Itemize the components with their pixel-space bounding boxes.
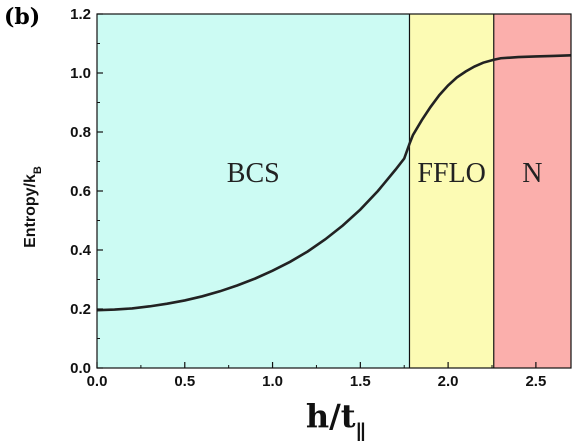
region-bcs xyxy=(97,14,410,368)
y-axis: 0.0 0.2 0.4 0.6 0.8 1.0 1.2 xyxy=(70,6,103,377)
y-tick-label: 1.2 xyxy=(70,6,91,23)
region-fflo xyxy=(409,14,494,368)
x-tick-label: 1.0 xyxy=(262,373,283,390)
y-tick-label: 1.0 xyxy=(70,65,91,82)
y-tick-label: 0.2 xyxy=(70,301,91,318)
region-label-bcs: BCS xyxy=(227,158,280,189)
phase-regions xyxy=(97,14,571,368)
x-tick-label: 0.5 xyxy=(174,373,195,390)
phase-dividers xyxy=(408,14,495,368)
x-tick-label: 0.0 xyxy=(87,373,108,390)
x-tick-label: 2.0 xyxy=(438,373,459,390)
entropy-curve xyxy=(96,54,572,312)
y-tick-label: 0.0 xyxy=(70,360,91,377)
x-axis-title: h/t∥ xyxy=(306,397,366,444)
x-tick-label: 2.5 xyxy=(525,373,546,390)
y-tick-label: 0.6 xyxy=(70,183,91,200)
y-tick-label: 0.4 xyxy=(70,242,92,259)
panel-label: (b) xyxy=(4,4,40,30)
region-n xyxy=(493,14,571,368)
phase-labels: BCS FFLO N xyxy=(227,158,543,189)
region-label-fflo: FFLO xyxy=(417,158,485,189)
y-tick-label: 0.8 xyxy=(70,124,91,141)
x-tick-label: 1.5 xyxy=(350,373,371,390)
x-axis: 0.0 0.5 1.0 1.5 2.0 2.5 xyxy=(87,362,546,390)
region-label-n: N xyxy=(522,158,542,189)
y-axis-title: Entropy/kB xyxy=(22,166,44,248)
